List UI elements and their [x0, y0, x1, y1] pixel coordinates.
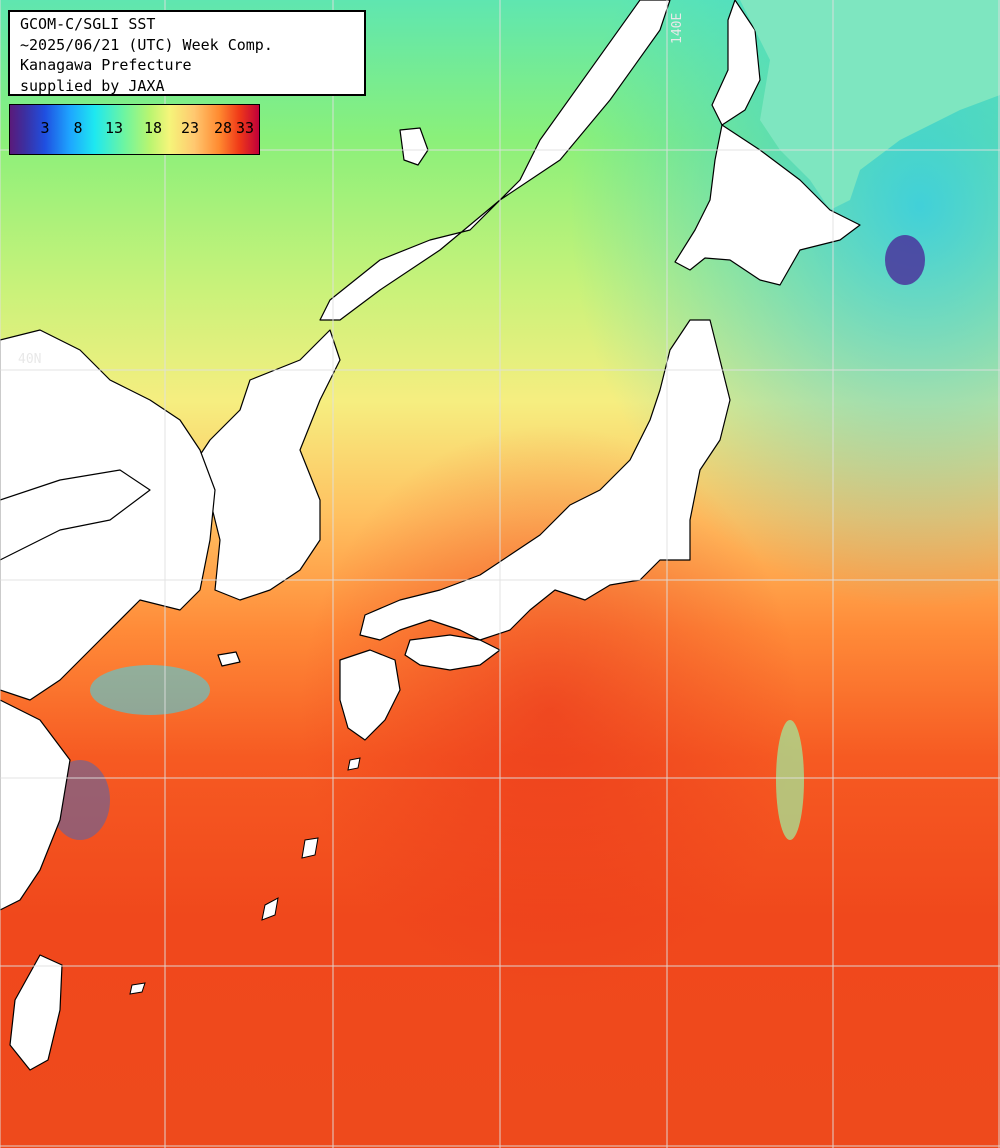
- longitude-label: 140E: [670, 12, 685, 44]
- land-russia-coast: [319, 0, 671, 321]
- land-hokkaido: [674, 124, 861, 286]
- credit-label: supplied by JAXA: [20, 76, 165, 95]
- colorbar-tick: 13: [104, 119, 124, 137]
- colorbar-tick: 8: [73, 119, 83, 137]
- colorbar-tick: 3: [40, 119, 50, 137]
- land-jeju: [217, 651, 241, 667]
- land-taiwan: [9, 954, 63, 1071]
- land-china-east: [0, 699, 71, 911]
- land-shikoku: [404, 634, 501, 671]
- ryukyu-islands: [129, 757, 361, 995]
- land-shandong: [0, 469, 151, 561]
- land-ulleung: [399, 127, 429, 166]
- latitude-label: 40N: [18, 352, 42, 367]
- region-label: Kanagawa Prefecture: [20, 56, 192, 74]
- temperature-colorbar: 3 8 13 18 23 28 33: [9, 104, 260, 155]
- colorbar-tick: 23: [180, 119, 200, 137]
- land-kyushu: [339, 649, 401, 741]
- colorbar-tick: 33: [235, 119, 255, 137]
- cool-patch-east-pacific: [776, 720, 804, 840]
- land-russia-east: [740, 0, 1000, 210]
- colorbar-tick: 18: [143, 119, 163, 137]
- map-info-box: GCOM-C/SGLI SST ~2025/06/21 (UTC) Week C…: [8, 10, 366, 96]
- product-title: GCOM-C/SGLI SST: [20, 15, 156, 33]
- cool-patch-yellow-sea: [90, 665, 210, 715]
- cold-patch-kuril: [885, 235, 925, 285]
- colorbar-tick: 28: [213, 119, 233, 137]
- date-label: ~2025/06/21 (UTC) Week Comp.: [20, 35, 273, 54]
- land-honshu: [359, 319, 731, 641]
